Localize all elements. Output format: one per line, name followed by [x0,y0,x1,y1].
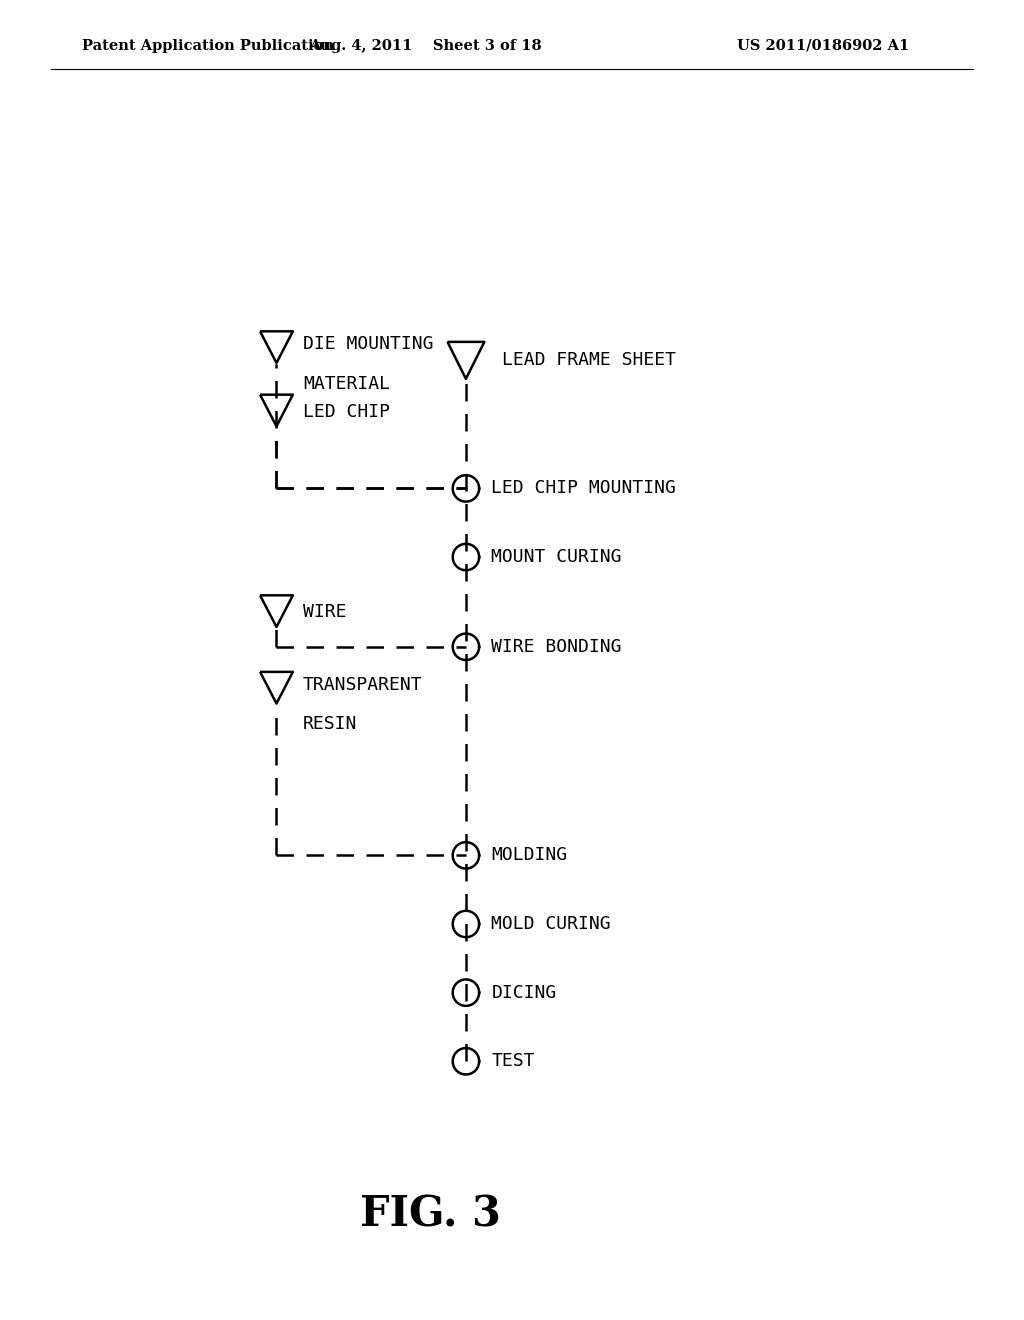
Text: DIE MOUNTING: DIE MOUNTING [303,335,433,354]
Text: Aug. 4, 2011    Sheet 3 of 18: Aug. 4, 2011 Sheet 3 of 18 [308,38,542,53]
Text: TEST: TEST [492,1052,535,1071]
Text: LED CHIP MOUNTING: LED CHIP MOUNTING [492,479,676,498]
Text: LEAD FRAME SHEET: LEAD FRAME SHEET [502,351,676,370]
Text: DICING: DICING [492,983,557,1002]
Text: MOLDING: MOLDING [492,846,567,865]
Text: RESIN: RESIN [303,715,357,734]
Text: Patent Application Publication: Patent Application Publication [82,38,334,53]
Text: TRANSPARENT: TRANSPARENT [303,676,423,694]
Text: US 2011/0186902 A1: US 2011/0186902 A1 [737,38,909,53]
Text: WIRE BONDING: WIRE BONDING [492,638,622,656]
Text: FIG. 3: FIG. 3 [359,1193,501,1236]
Text: MOUNT CURING: MOUNT CURING [492,548,622,566]
Text: MATERIAL: MATERIAL [303,375,390,393]
Text: WIRE: WIRE [303,603,346,622]
Text: LED CHIP: LED CHIP [303,403,390,421]
Text: MOLD CURING: MOLD CURING [492,915,611,933]
